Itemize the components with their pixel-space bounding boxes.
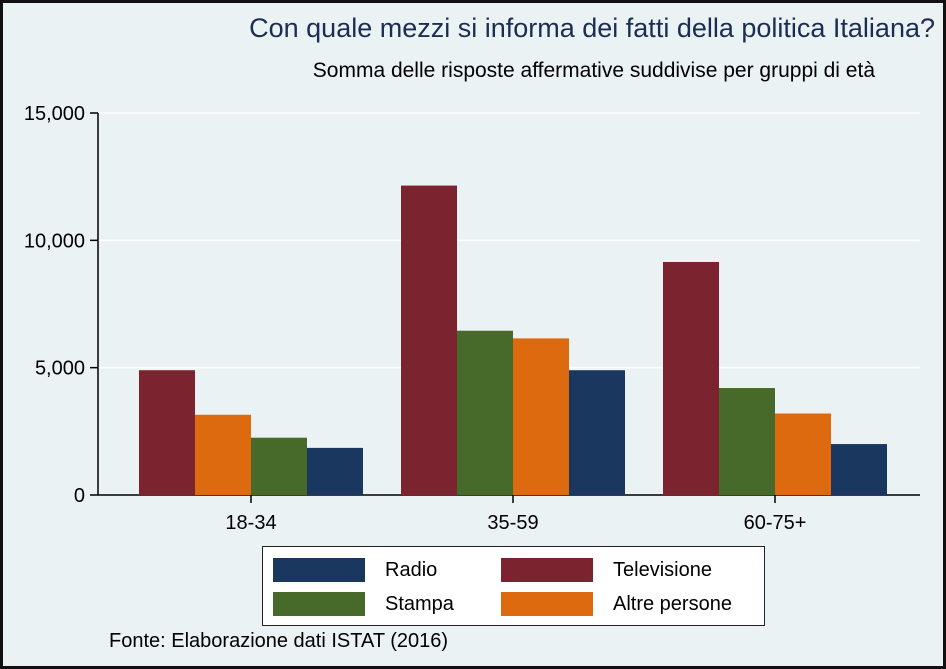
bar-35-59-televisione [401,185,457,495]
x-tick-label: 35-59 [487,512,538,534]
chart-subtitle: Somma delle risposte affermative suddivi… [312,59,875,82]
legend-label-stampa: Stampa [385,593,454,615]
legend: Radio Televisione Stampa Altre persone [262,546,765,626]
bar-60-75-televisione [663,261,719,495]
source-note: Fonte: Elaborazione dati ISTAT (2016) [109,630,449,652]
bar-18-34-stampa [251,437,307,495]
bar-chart: 0 5,000 10,000 15,000 18-34 35-59 60-75+ [24,103,920,534]
legend-label-radio: Radio [385,559,438,581]
bar-60-75-altre-persone [775,413,831,495]
y-tick-label: 5,000 [35,358,85,380]
bar-60-75-stampa [719,388,775,495]
x-tick-label: 60-75+ [744,512,807,534]
legend-swatch-stampa [273,592,365,616]
bar-18-34-televisione [139,370,195,495]
bar-35-59-radio [569,370,625,495]
x-tick-label: 18-34 [225,512,276,534]
legend-swatch-radio [273,558,365,582]
bar-18-34-radio [307,447,363,495]
legend-swatch-altre-persone [501,592,593,616]
legend-label-altre-persone: Altre persone [613,593,732,615]
legend-label-televisione: Televisione [613,559,712,581]
y-tick-label: 0 [74,485,85,507]
y-tick-label: 15,000 [24,103,85,125]
bar-18-34-altre-persone [195,414,251,495]
legend-swatch-televisione [501,558,593,582]
bar-60-75-radio [831,444,887,495]
bar-35-59-altre-persone [513,338,569,495]
bar-35-59-stampa [457,330,513,495]
y-tick-label: 10,000 [24,230,85,252]
chart-title: Con quale mezzi si informa dei fatti del… [249,13,935,43]
